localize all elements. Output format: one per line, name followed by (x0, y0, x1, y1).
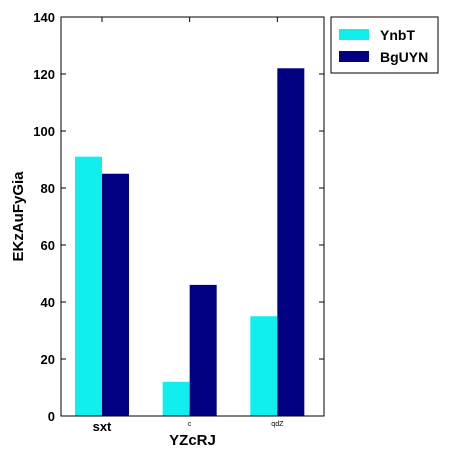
legend-label-YnbT: YnbT (380, 27, 415, 43)
bars (75, 68, 305, 417)
y-tick-label: 80 (41, 181, 55, 196)
bar-BgUYN-c (189, 284, 217, 416)
x-tick-label: c (188, 421, 192, 428)
x-axis-label: YZcRJ (169, 432, 216, 449)
legend-swatch-BgUYN (339, 51, 369, 62)
bar-YnbT-sxt (75, 156, 102, 416)
y-tick-label: 120 (33, 67, 55, 82)
y-tick-label: 0 (48, 409, 55, 424)
bar-BgUYN-sxt (102, 173, 129, 416)
legend-box (330, 16, 439, 74)
y-axis-ticks: 0 20 40 60 80 100 120 140 (33, 10, 324, 424)
bar-BgUYN-qdZ (277, 68, 305, 417)
plot-frame (60, 16, 325, 417)
y-axis-label: EKzAuFyGia (10, 171, 27, 262)
x-tick-label: sxt (93, 419, 112, 434)
y-tick-label: 60 (41, 238, 55, 253)
y-tick-label: 40 (41, 295, 55, 310)
y-tick-label: 140 (33, 10, 55, 25)
y-tick-label: 100 (33, 124, 55, 139)
legend: YnbT BgUYN (330, 16, 439, 74)
bar-YnbT-c (162, 381, 190, 416)
y-tick-label: 20 (41, 352, 55, 367)
legend-swatch-YnbT (339, 29, 369, 40)
bar-YnbT-qdZ (250, 316, 278, 416)
x-tick-label: qdZ (271, 421, 284, 428)
legend-label-BgUYN: BgUYN (380, 49, 428, 65)
